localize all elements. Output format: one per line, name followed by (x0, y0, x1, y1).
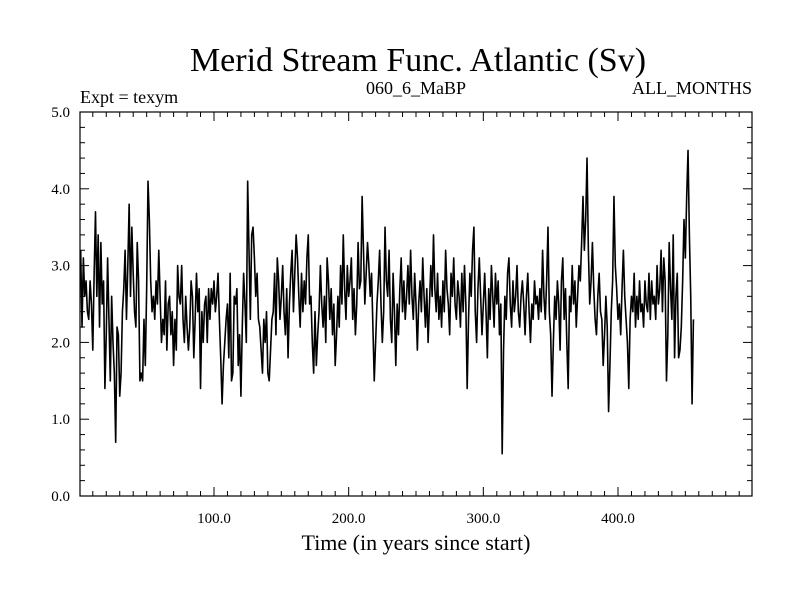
y-tick-label: 5.0 (51, 105, 70, 121)
y-tick-label: 4.0 (51, 182, 70, 198)
y-tick-label: 0.0 (51, 489, 70, 505)
y-tick-label: 2.0 (51, 335, 70, 351)
run-label: 060_6_MaBP (366, 78, 466, 98)
x-tick-label: 200.0 (332, 511, 366, 527)
x-tick-label: 100.0 (197, 511, 231, 527)
y-tick-label: 3.0 (51, 259, 70, 275)
x-axis-label: Time (in years since start) (302, 530, 531, 555)
months-label: ALL_MONTHS (632, 78, 752, 98)
x-tick-label: 300.0 (466, 511, 500, 527)
series-line (79, 149, 695, 455)
axis-ticks (80, 112, 752, 496)
chart-title: Merid Stream Func. Atlantic (Sv) (190, 42, 646, 79)
experiment-label: Expt = texym (80, 87, 178, 107)
y-tick-label: 1.0 (51, 412, 70, 428)
axis-tick-labels: 100.0 200.0 300.0 400.0 0.0 1.0 2.0 3.0 4.0 5.0 (51, 105, 635, 527)
x-tick-label: 400.0 (601, 511, 635, 527)
